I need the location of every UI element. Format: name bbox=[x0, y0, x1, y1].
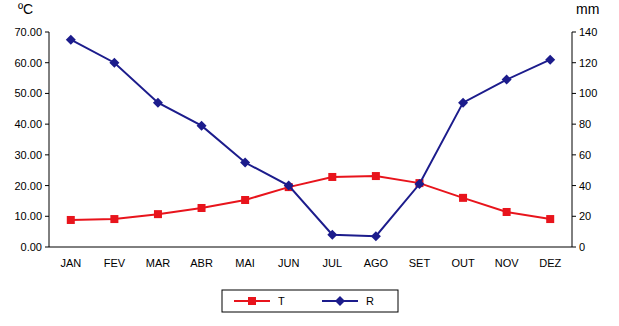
y2-tick-label: 20 bbox=[579, 210, 591, 222]
x-tick-label: DEZ bbox=[539, 257, 561, 269]
y-tick-label: 60.00 bbox=[14, 57, 42, 69]
series-marker bbox=[328, 173, 336, 181]
y-tick bbox=[45, 93, 49, 94]
series-line bbox=[71, 176, 550, 220]
series-marker bbox=[110, 215, 118, 223]
series-marker bbox=[109, 58, 119, 68]
x-tick-label: NOV bbox=[495, 257, 520, 269]
y-tick bbox=[45, 154, 49, 155]
x-tick-label: AGO bbox=[364, 257, 389, 269]
y2-tick bbox=[572, 32, 576, 33]
y2-tick bbox=[572, 185, 576, 186]
series-marker bbox=[284, 181, 294, 191]
y2-tick-label: 0 bbox=[579, 241, 585, 253]
y-tick-label: 10.00 bbox=[14, 210, 42, 222]
y-tick bbox=[45, 62, 49, 63]
series-marker bbox=[371, 231, 381, 241]
series-marker bbox=[154, 210, 162, 218]
y2-tick bbox=[572, 124, 576, 125]
series-marker bbox=[327, 230, 337, 240]
x-tick-label: FEV bbox=[104, 257, 126, 269]
y-axis-label: ºC bbox=[18, 1, 33, 17]
series-marker bbox=[153, 98, 163, 108]
x-tick-label: JUN bbox=[278, 257, 299, 269]
y-tick bbox=[45, 32, 49, 33]
series-marker bbox=[197, 121, 207, 131]
series-marker bbox=[503, 208, 511, 216]
legend-box bbox=[222, 290, 398, 312]
x-tick-label: SET bbox=[409, 257, 431, 269]
y2-tick-label: 100 bbox=[579, 87, 597, 99]
series-marker bbox=[240, 158, 250, 168]
series-marker bbox=[458, 98, 468, 108]
x-tick-label: JAN bbox=[60, 257, 81, 269]
series-marker bbox=[502, 75, 512, 85]
series-marker bbox=[414, 179, 424, 189]
legend: TR bbox=[222, 290, 398, 312]
x-tick-label: OUT bbox=[451, 257, 475, 269]
series-marker bbox=[545, 55, 555, 65]
y2-tick-label: 120 bbox=[579, 57, 597, 69]
y-tick-label: 0.00 bbox=[21, 241, 42, 253]
series-marker bbox=[241, 196, 249, 204]
y2-tick bbox=[572, 62, 576, 63]
series-marker bbox=[459, 194, 467, 202]
legend-label: T bbox=[278, 295, 285, 307]
y-tick-label: 20.00 bbox=[14, 180, 42, 192]
series-marker bbox=[546, 215, 554, 223]
chart-container: 0.00 10.00 20.00 30.00 40.00 50.00 60.00 70.00 0… bbox=[0, 0, 619, 326]
y-tick-label: 50.00 bbox=[14, 87, 42, 99]
y2-tick bbox=[572, 247, 576, 248]
x-tick-label: JUL bbox=[323, 257, 343, 269]
x-tick-label: ABR bbox=[190, 257, 213, 269]
series-line bbox=[71, 40, 550, 237]
legend-marker bbox=[335, 296, 345, 306]
y2-axis-line bbox=[572, 32, 573, 247]
x-axis-line bbox=[49, 247, 572, 248]
series-marker bbox=[372, 172, 380, 180]
y-tick bbox=[45, 216, 49, 217]
chart: 0.00 10.00 20.00 30.00 40.00 50.00 60.00 70.00 0… bbox=[0, 0, 619, 326]
y-tick-label: 30.00 bbox=[14, 149, 42, 161]
y2-tick-label: 80 bbox=[579, 118, 591, 130]
y2-tick bbox=[572, 216, 576, 217]
y2-tick-label: 140 bbox=[579, 26, 597, 38]
y-tick bbox=[45, 247, 49, 248]
legend-marker bbox=[248, 297, 256, 305]
y2-tick-label: 60 bbox=[579, 149, 591, 161]
series-marker bbox=[66, 35, 76, 45]
x-tick-label: MAI bbox=[235, 257, 255, 269]
series-marker bbox=[67, 216, 75, 224]
y-axis-line bbox=[49, 32, 50, 247]
y-tick bbox=[45, 185, 49, 186]
y-tick-label: 70.00 bbox=[14, 26, 42, 38]
y2-axis-label: mm bbox=[576, 1, 599, 17]
y-tick-label: 40.00 bbox=[14, 118, 42, 130]
y-tick bbox=[45, 124, 49, 125]
y2-tick-label: 40 bbox=[579, 180, 591, 192]
plot-area bbox=[66, 35, 555, 242]
series-marker bbox=[198, 204, 206, 212]
x-tick-label: MAR bbox=[146, 257, 171, 269]
y2-tick bbox=[572, 93, 576, 94]
y2-tick bbox=[572, 154, 576, 155]
legend-label: R bbox=[366, 295, 374, 307]
